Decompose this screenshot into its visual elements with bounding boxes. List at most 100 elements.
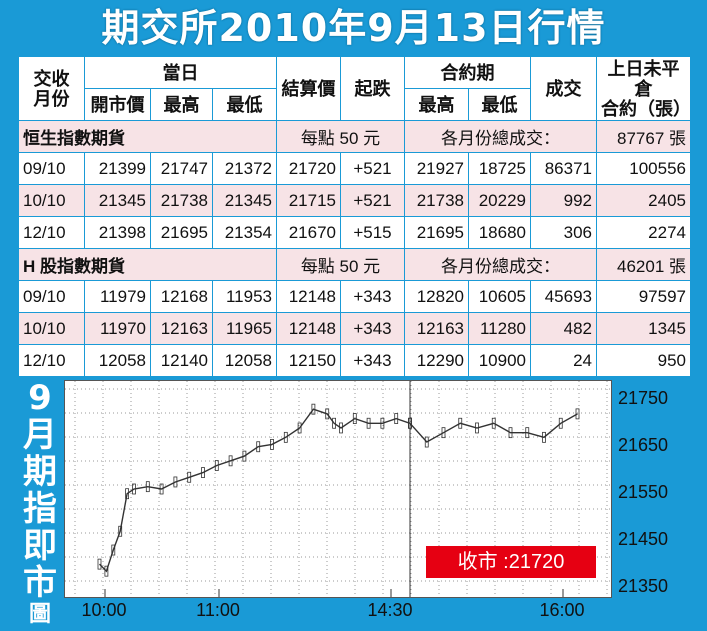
price-line bbox=[98, 408, 578, 573]
section-header: H 股指數期貨 每點 50 元各月份總成交： 46201 張 bbox=[18, 248, 691, 281]
table-row: 09/10 21399 21747 21372 21720 +521 21927 18725 8… bbox=[18, 152, 691, 185]
col-header-settle: 結算價 bbox=[276, 56, 341, 121]
price-point bbox=[125, 488, 129, 500]
col-header-contract-high: 最高 bbox=[404, 88, 469, 121]
price-point bbox=[283, 431, 288, 443]
x-tick-label: 14:30 bbox=[367, 600, 413, 620]
price-point bbox=[214, 460, 219, 471]
side-title-char: 圖 bbox=[28, 602, 51, 627]
cell-low: 11953 bbox=[212, 280, 277, 313]
price-point bbox=[491, 417, 496, 429]
page-title: 期交所2010年9月13日行情 bbox=[101, 6, 606, 50]
cell-low: 11965 bbox=[212, 312, 277, 345]
table-row: 10/10 21345 21738 21345 21715 +521 21738 20229 9… bbox=[18, 184, 691, 217]
col-group-day: 當日 bbox=[84, 56, 277, 89]
table-row: 10/10 11970 12163 11965 12148 +343 12163 11280 4… bbox=[18, 312, 691, 345]
x-tick-label: 10:00 bbox=[81, 600, 127, 620]
cell-month: 12/10 bbox=[18, 216, 85, 249]
cell-change: +343 bbox=[340, 312, 405, 345]
section-name: 恒生指數期貨 bbox=[18, 120, 277, 153]
table-row: 09/10 11979 12168 11953 12148 +343 12820 10605 4… bbox=[18, 280, 691, 313]
col-header-contract-low: 最低 bbox=[468, 88, 531, 121]
y-tick-label: 21450 bbox=[618, 528, 669, 549]
cell-open: 21398 bbox=[84, 216, 151, 249]
price-point bbox=[159, 483, 164, 495]
col-header-change: 起跌 bbox=[340, 56, 405, 121]
cell-c_low: 18725 bbox=[468, 152, 531, 185]
cell-volume: 24 bbox=[530, 344, 597, 377]
cell-high: 12140 bbox=[150, 344, 213, 377]
price-point bbox=[542, 431, 546, 443]
side-title-char: 市 bbox=[23, 563, 57, 603]
cell-month: 12/10 bbox=[18, 344, 85, 377]
price-point bbox=[311, 403, 316, 415]
price-point bbox=[332, 417, 337, 429]
cell-c_high: 21695 bbox=[404, 216, 469, 249]
cell-c_high: 21738 bbox=[404, 184, 469, 217]
cell-c_low: 10900 bbox=[468, 344, 531, 377]
side-title-char: 指 bbox=[23, 489, 57, 529]
cell-volume: 992 bbox=[530, 184, 597, 217]
x-tick-label: 11:00 bbox=[196, 600, 240, 620]
side-title-char: 即 bbox=[23, 526, 57, 566]
price-point bbox=[352, 413, 357, 424]
cell-high: 12168 bbox=[150, 280, 213, 313]
cell-high: 21738 bbox=[150, 184, 213, 217]
price-point bbox=[111, 544, 116, 556]
cell-oi: 950 bbox=[596, 344, 691, 377]
cell-c_high: 12163 bbox=[404, 312, 469, 345]
price-point bbox=[475, 422, 479, 434]
cell-volume: 45693 bbox=[530, 280, 597, 313]
cell-c_low: 18680 bbox=[468, 216, 531, 249]
cell-open: 21345 bbox=[84, 184, 151, 217]
price-point bbox=[441, 427, 446, 439]
cell-oi: 2274 bbox=[596, 216, 691, 249]
cell-oi: 2405 bbox=[596, 184, 691, 217]
cell-settle: 12148 bbox=[276, 312, 341, 345]
price-point bbox=[270, 438, 274, 450]
cell-oi: 100556 bbox=[596, 152, 691, 185]
price-point bbox=[408, 417, 412, 429]
cell-volume: 306 bbox=[530, 216, 597, 249]
total-label: 各月份總成交： bbox=[404, 248, 597, 281]
col-header-low: 最低 bbox=[212, 88, 277, 121]
header-row-1: 交收 月份 當日 結算價 起跌 合約期 成交 上日未平倉 合約（張） bbox=[18, 56, 691, 121]
cell-month: 10/10 bbox=[18, 312, 85, 345]
cell-settle: 12150 bbox=[276, 344, 341, 377]
cell-month: 09/10 bbox=[18, 280, 85, 313]
cell-change: +515 bbox=[340, 216, 405, 249]
cell-high: 21695 bbox=[150, 216, 213, 249]
col-header-volume: 成交 bbox=[530, 56, 597, 121]
price-point bbox=[187, 471, 192, 483]
cell-open: 11979 bbox=[84, 280, 151, 313]
cell-high: 21747 bbox=[150, 152, 213, 185]
cell-open: 11970 bbox=[84, 312, 151, 345]
cell-c_low: 11280 bbox=[468, 312, 531, 345]
cell-high: 12163 bbox=[150, 312, 213, 345]
cell-settle: 21720 bbox=[276, 152, 341, 185]
col-header-open: 開市價 bbox=[84, 88, 151, 121]
cell-low: 21345 bbox=[212, 184, 277, 217]
cell-c_low: 10605 bbox=[468, 280, 531, 313]
col-header-high: 最高 bbox=[150, 88, 213, 121]
y-tick-label: 21750 bbox=[618, 387, 669, 408]
price-point bbox=[525, 427, 530, 439]
price-point bbox=[173, 476, 178, 488]
cell-c_high: 12820 bbox=[404, 280, 469, 313]
point-value: 每點 50 元 bbox=[276, 248, 405, 281]
price-point bbox=[424, 436, 429, 448]
price-point bbox=[380, 417, 385, 429]
cell-change: +521 bbox=[340, 152, 405, 185]
cell-volume: 86371 bbox=[530, 152, 597, 185]
price-point bbox=[228, 455, 233, 467]
price-point bbox=[256, 441, 261, 453]
total-volume: 46201 張 bbox=[596, 248, 691, 281]
price-point bbox=[394, 413, 399, 424]
cell-settle: 21715 bbox=[276, 184, 341, 217]
price-point bbox=[575, 408, 580, 420]
col-header-month: 交收 月份 bbox=[18, 56, 85, 121]
cell-settle: 12148 bbox=[276, 280, 341, 313]
cell-open: 12058 bbox=[84, 344, 151, 377]
y-tick-label: 21550 bbox=[618, 481, 669, 502]
side-title-char: 期 bbox=[23, 452, 57, 492]
